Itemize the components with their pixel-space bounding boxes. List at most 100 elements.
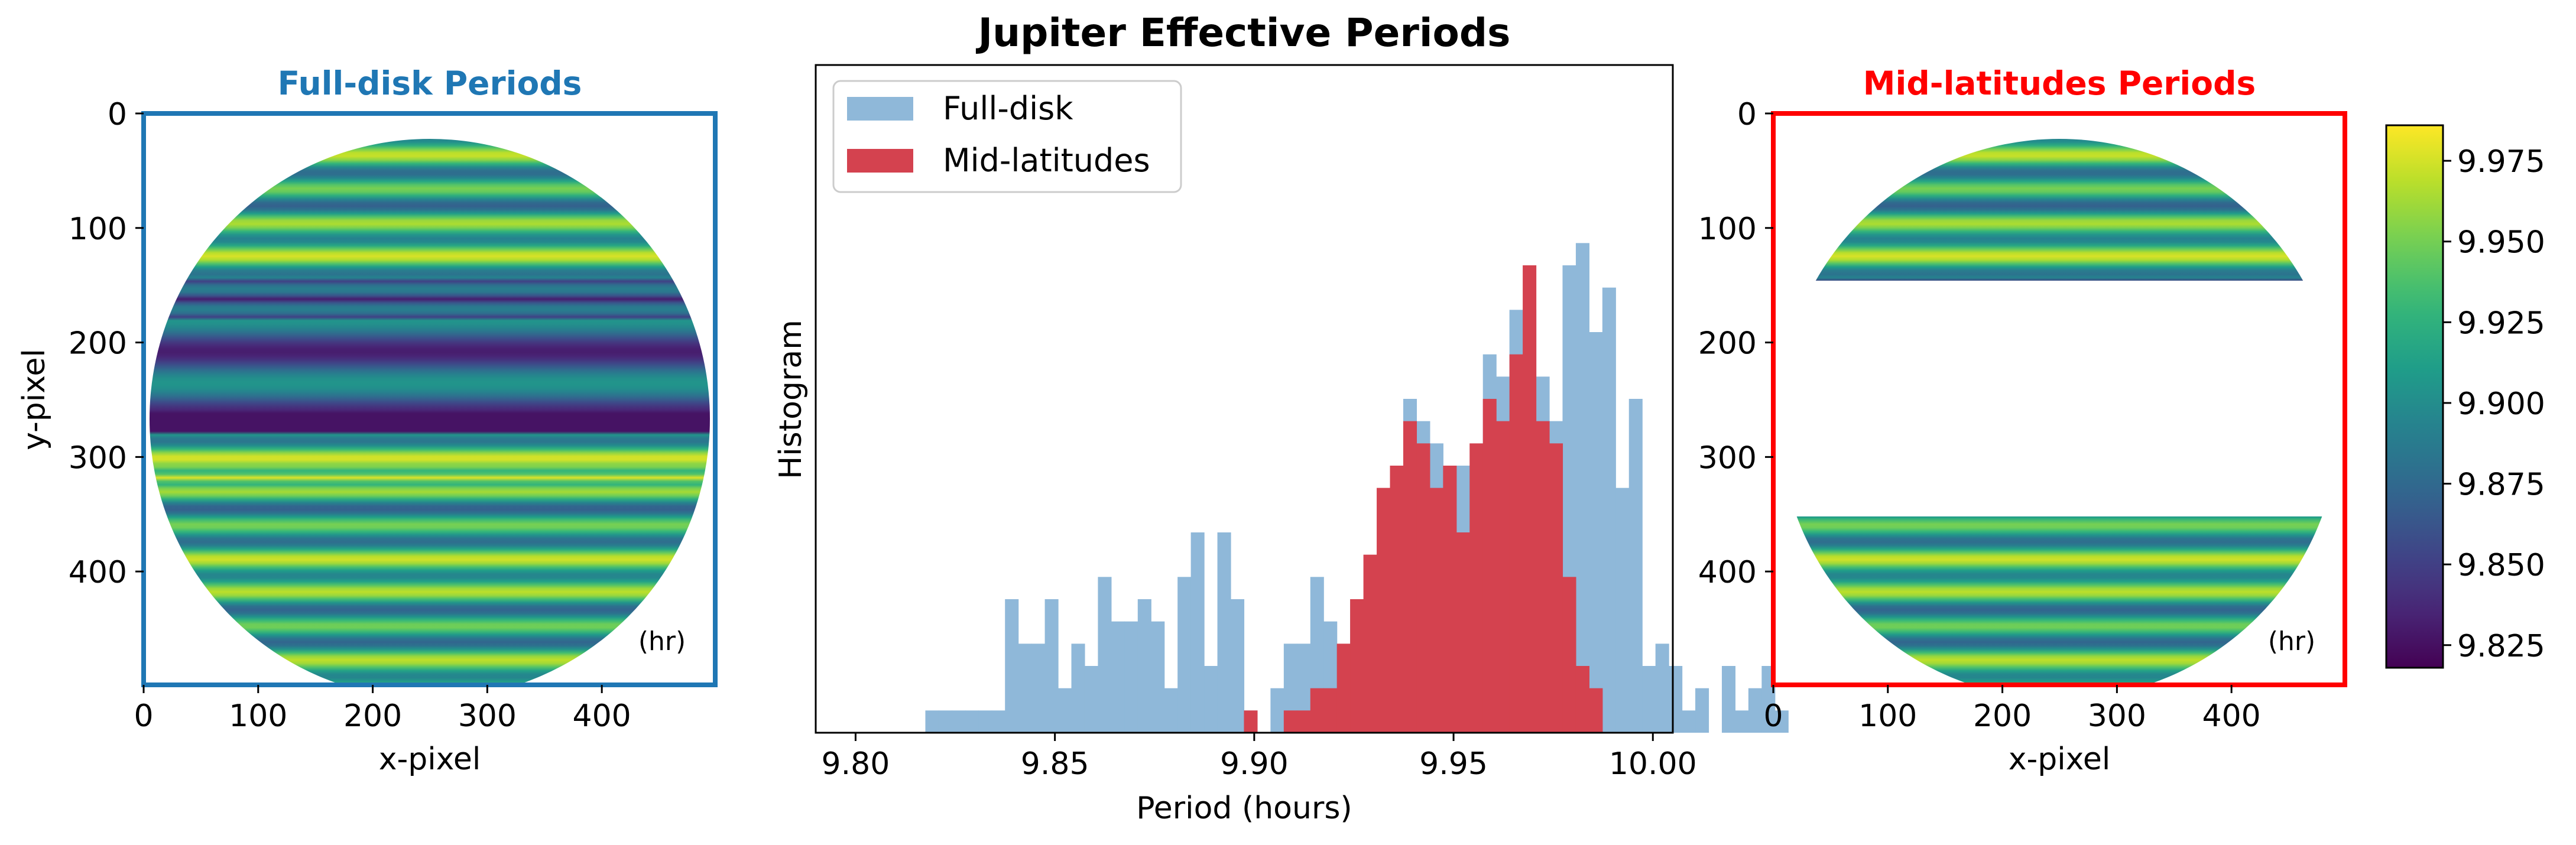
hist-bar-full-disk bbox=[1642, 666, 1656, 733]
hist-bar-full-disk bbox=[1098, 577, 1112, 733]
histogram-bars bbox=[925, 243, 1789, 733]
hist-bar-full-disk bbox=[1774, 710, 1789, 733]
hist-bar-full-disk bbox=[1151, 621, 1165, 733]
left-y-tick-label: 0 bbox=[108, 97, 127, 132]
left-y-tick-label: 200 bbox=[69, 326, 127, 362]
left-unit-label: (hr) bbox=[638, 626, 686, 656]
hist-bar-mid-latitudes bbox=[1509, 354, 1523, 733]
hist-bar-full-disk bbox=[1615, 488, 1630, 733]
hist-bar-mid-latitudes bbox=[1403, 421, 1417, 733]
colorbar-ticks: 9.825 9.850 9.875 9.900 9.925 9.950 9.975 bbox=[2443, 144, 2545, 664]
hist-bar-full-disk bbox=[1589, 332, 1603, 733]
left-y-tick-label: 400 bbox=[69, 555, 127, 590]
colorbar-tick-label: 9.950 bbox=[2457, 225, 2545, 261]
left-x-tick-label: 200 bbox=[343, 698, 402, 734]
hist-bar-full-disk bbox=[1669, 666, 1683, 733]
legend-swatch-mid-latitudes bbox=[847, 149, 913, 173]
hist-bar-full-disk bbox=[1084, 666, 1099, 733]
colorbar-gradient-rect bbox=[2385, 124, 2444, 669]
histogram-x-tick-label: 10.00 bbox=[1609, 746, 1697, 782]
hist-bar-full-disk bbox=[1044, 599, 1059, 733]
legend-box bbox=[832, 80, 1182, 193]
right-y-tick-label: 0 bbox=[1737, 97, 1757, 132]
hist-bar-full-disk bbox=[1058, 688, 1072, 733]
right-x-axis-label: x-pixel bbox=[2009, 742, 2111, 777]
hist-bar-mid-latitudes bbox=[1283, 710, 1297, 733]
hist-bar-mid-latitudes bbox=[1523, 265, 1537, 733]
hist-bar-full-disk bbox=[1695, 688, 1709, 733]
hist-bar-full-disk bbox=[991, 710, 1005, 733]
hist-bar-full-disk bbox=[1231, 599, 1245, 733]
right-x-tick-label: 400 bbox=[2202, 698, 2261, 734]
legend-label-full-disk: Full-disk bbox=[943, 90, 1073, 127]
hist-bar-mid-latitudes bbox=[1336, 644, 1351, 733]
full-disk-image bbox=[150, 139, 710, 685]
right-y-tick-label: 200 bbox=[1698, 326, 1757, 362]
hist-bar-mid-latitudes bbox=[1589, 688, 1603, 733]
hist-bar-mid-latitudes bbox=[1363, 554, 1377, 733]
hist-bar-full-disk bbox=[1575, 243, 1589, 733]
middle-panel: 9.80 9.85 9.90 9.95 10.00 Period (hours) His… bbox=[773, 64, 1789, 826]
left-panel: Full-disk Periods (hr) 0 100 200 300 400 0 10… bbox=[17, 64, 718, 777]
hist-bar-full-disk bbox=[1177, 577, 1192, 733]
right-x-tick-label: 100 bbox=[1858, 698, 1917, 734]
right-unit-label: (hr) bbox=[2268, 626, 2315, 656]
histogram-x-ticks: 9.80 9.85 9.90 9.95 10.00 bbox=[822, 733, 1697, 782]
histogram-y-axis-label: Histogram bbox=[773, 320, 809, 479]
hist-bar-full-disk bbox=[1655, 644, 1669, 733]
left-x-ticks: 0 100 200 300 400 bbox=[134, 685, 631, 734]
hist-bar-mid-latitudes bbox=[1429, 488, 1443, 733]
histogram-legend: Full-disk Mid-latitudes bbox=[832, 80, 1182, 193]
hist-bar-full-disk bbox=[1721, 666, 1736, 733]
legend-swatch-full-disk bbox=[847, 97, 913, 121]
hist-bar-mid-latitudes bbox=[1482, 399, 1497, 733]
hist-bar-mid-latitudes bbox=[1310, 688, 1324, 733]
hist-bar-mid-latitudes bbox=[1456, 532, 1470, 733]
hist-bar-full-disk bbox=[978, 710, 992, 733]
colorbar-tick-label: 9.925 bbox=[2457, 306, 2545, 341]
hist-bar-full-disk bbox=[965, 710, 979, 733]
hist-bar-full-disk bbox=[1628, 399, 1643, 733]
colorbar-tick-label: 9.825 bbox=[2457, 629, 2545, 664]
colorbar-tick-label: 9.900 bbox=[2457, 386, 2545, 422]
hist-bar-full-disk bbox=[1217, 532, 1231, 733]
legend-label-mid-latitudes: Mid-latitudes bbox=[943, 142, 1150, 179]
colorbar: 9.825 9.850 9.875 9.900 9.925 9.950 9.975 bbox=[2385, 124, 2545, 669]
hist-bar-full-disk bbox=[1190, 532, 1205, 733]
left-y-tick-label: 300 bbox=[69, 440, 127, 476]
hist-bar-full-disk bbox=[1111, 621, 1125, 733]
left-panel-title: Full-disk Periods bbox=[278, 64, 582, 102]
right-y-tick-label: 100 bbox=[1698, 212, 1757, 247]
histogram-x-axis-label: Period (hours) bbox=[1136, 791, 1352, 826]
figure-title: Jupiter Effective Periods bbox=[976, 10, 1511, 56]
hist-bar-full-disk bbox=[1164, 688, 1178, 733]
hist-bar-mid-latitudes bbox=[1549, 443, 1563, 733]
hist-bar-full-disk bbox=[1005, 599, 1019, 733]
hist-bar-mid-latitudes bbox=[1469, 443, 1484, 733]
hist-bar-full-disk bbox=[1602, 287, 1616, 733]
hist-bar-full-disk bbox=[1748, 688, 1762, 733]
histogram-x-tick-label: 9.95 bbox=[1419, 746, 1488, 782]
histogram-frame bbox=[815, 64, 1674, 734]
hist-bar-full-disk bbox=[1124, 621, 1138, 733]
hist-bar-full-disk bbox=[1682, 710, 1696, 733]
hist-bar-full-disk bbox=[938, 710, 952, 733]
right-x-tick-label: 0 bbox=[1763, 698, 1783, 734]
hist-bar-mid-latitudes bbox=[1443, 466, 1457, 733]
hist-bar-mid-latitudes bbox=[1350, 599, 1364, 733]
hist-bar-mid-latitudes bbox=[1416, 443, 1430, 733]
right-y-tick-label: 300 bbox=[1698, 440, 1757, 476]
left-x-tick-label: 100 bbox=[229, 698, 287, 734]
left-y-tick-label: 100 bbox=[69, 212, 127, 247]
right-panel: Mid-latitudes Periods (hr) 0 100 200 300 400… bbox=[1698, 64, 2347, 777]
hist-bar-mid-latitudes bbox=[1244, 710, 1258, 733]
hist-bar-mid-latitudes bbox=[1297, 710, 1311, 733]
hist-bar-full-disk bbox=[1270, 688, 1284, 733]
left-x-tick-label: 300 bbox=[458, 698, 517, 734]
hist-bar-full-disk bbox=[952, 710, 966, 733]
hist-bar-full-disk bbox=[1071, 644, 1085, 733]
colorbar-tick-label: 9.875 bbox=[2457, 467, 2545, 503]
left-y-axis-label: y-pixel bbox=[17, 349, 52, 450]
hist-bar-full-disk bbox=[1018, 644, 1032, 733]
